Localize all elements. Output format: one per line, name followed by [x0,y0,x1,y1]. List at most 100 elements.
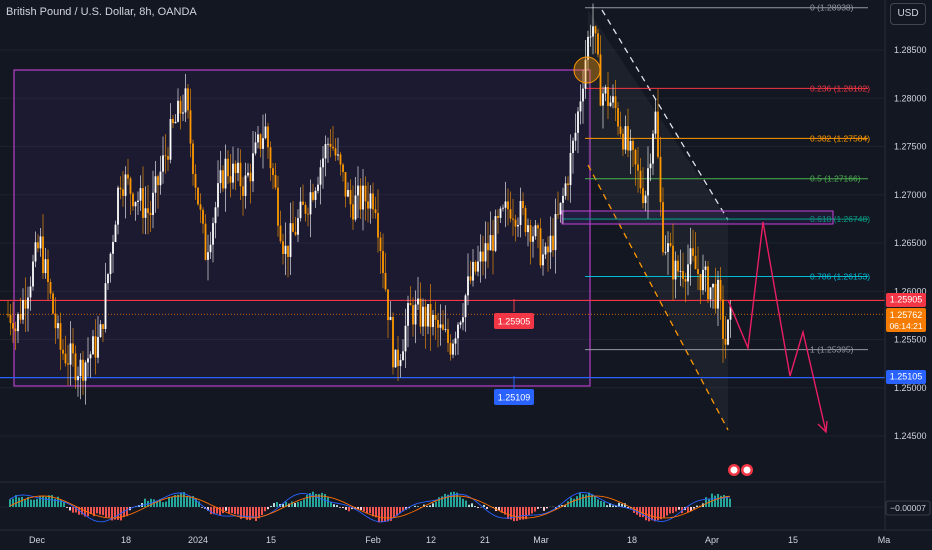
osc-bar [612,505,614,507]
candle-body [509,209,512,219]
price-axis [885,0,932,530]
time-tick-label: 12 [426,535,436,545]
candle-body [612,96,614,103]
currency-button[interactable]: USD [890,3,926,25]
osc-bar [84,507,86,517]
osc-bar [585,494,587,507]
osc-bar [273,503,275,507]
osc-bar [66,507,68,508]
candle-body [92,336,94,355]
osc-bar [231,507,233,514]
candle-body [649,163,652,169]
candle-body [242,186,244,196]
osc-bar [300,501,302,507]
candle-body [194,174,197,188]
candle-body [299,201,302,219]
osc-bar [75,507,77,513]
fib-label: 0 (1.28938) [810,3,854,13]
osc-bar [711,493,713,507]
candle-body [722,299,724,339]
price-tick-label: 1.28000 [894,93,927,103]
candle-body [147,208,149,213]
candle-body [234,163,237,174]
candle-body [184,88,187,113]
osc-bar [27,497,29,507]
osc-bar [291,501,293,507]
candle-body [159,171,162,186]
osc-bar [69,507,71,511]
candle-body [594,26,597,34]
candle-body [254,142,257,154]
osc-bar [123,507,125,518]
price-tick-label: 1.27500 [894,142,927,152]
candle-body [614,96,617,109]
osc-bar [537,507,539,509]
osc-bar [282,503,284,507]
osc-bar [357,507,359,510]
candle-body [607,87,609,106]
time-tick-label: 15 [788,535,798,545]
osc-bar [447,494,449,507]
osc-bar [318,494,320,507]
candle-body [412,305,414,325]
candle-body [289,223,292,257]
candle-body [269,147,272,169]
osc-bar [543,507,545,511]
osc-bar [501,507,503,513]
osc-bar [714,495,716,507]
candle-body [47,259,49,282]
range-label-top-bg [494,313,534,329]
candle-body [12,323,14,329]
osc-bar [672,507,674,514]
price-tick-label: 1.26500 [894,238,927,248]
osc-bar [414,505,416,507]
candle-body [192,143,194,175]
fib-zone-box [561,210,834,225]
candle-body [94,336,97,358]
candle-body [247,172,249,176]
osc-bar [693,507,695,509]
candle-body [204,223,207,260]
candle-body [469,276,472,281]
channel-upper-line [601,9,729,221]
osc-bar [186,496,188,507]
candle-body [124,174,127,196]
candle-body [32,261,34,287]
osc-bar [507,507,509,519]
osc-bar [450,492,452,507]
axis-badge-current-bg [886,308,926,332]
candle-body [532,236,534,242]
candle-body [352,204,354,220]
osc-bar [387,507,389,522]
candle-body [487,243,489,251]
candle-body [267,126,269,148]
candle-body [349,190,352,205]
candle-body [479,251,482,262]
osc-bar [477,507,479,508]
osc-bar [591,494,593,507]
osc-bar [45,496,47,507]
osc-value-bg [885,500,931,516]
candle-body [64,353,67,364]
candle-body [392,316,394,368]
candle-body [207,252,209,260]
osc-bar [705,497,707,507]
axis-badge-countdown: 06:14:21 [889,321,922,331]
candle-body [459,322,462,325]
candle-body [294,231,297,235]
candle-body [82,359,84,381]
descending-channel [588,10,728,430]
candle-body [572,140,574,153]
osc-bar [522,507,524,520]
candle-body [229,176,232,183]
osc-bar [564,505,566,507]
osc-bar [180,492,182,507]
osc-bar [327,497,329,507]
candle-body [27,297,29,309]
candle-body [474,261,477,272]
candle-body [467,276,469,296]
osc-bar [21,496,23,507]
osc-bar [510,507,512,520]
candle-body [202,209,204,224]
